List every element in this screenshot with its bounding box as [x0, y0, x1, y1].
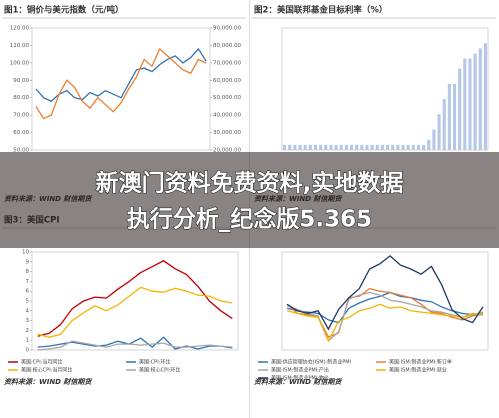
legend-label: 美国:ISM:制造业PMI:新订单: [389, 359, 452, 366]
bar: [329, 144, 333, 150]
bar: [370, 144, 374, 150]
bar: [452, 83, 457, 150]
bar: [375, 144, 379, 150]
bar: [401, 144, 405, 150]
y-tick-label: 70.00: [13, 113, 29, 119]
bar: [293, 144, 297, 150]
bar: [473, 53, 477, 150]
series-line: [37, 260, 233, 337]
y2-tick-label: 80,000.00: [213, 43, 241, 49]
y2-tick-label: 40,000.00: [213, 113, 241, 119]
bar: [422, 144, 426, 150]
y-tick-label: 3: [26, 318, 30, 324]
y-tick-label: 9: [26, 259, 30, 265]
y-tick-label: 0: [26, 348, 30, 354]
bar: [365, 144, 369, 150]
bar: [355, 144, 359, 150]
bar: [396, 144, 400, 150]
bar: [483, 43, 487, 150]
y-tick-label: 10: [22, 250, 29, 256]
plot-frame: [281, 251, 489, 351]
legend-label: 美国:ISM:制造业PMI:物价: [271, 375, 329, 382]
bar: [308, 144, 312, 150]
y-tick-label: 120.00: [10, 26, 30, 32]
bar: [283, 144, 287, 150]
chart-title: 图2：美国联邦基金目标利率（%）: [254, 5, 387, 16]
banner-text: 新澳门资料免费资料,实地数据: [96, 170, 404, 197]
y-tick-label: 8: [26, 269, 30, 275]
bar: [344, 144, 348, 150]
bar: [458, 68, 462, 150]
bar: [442, 99, 446, 150]
y-tick-label: 2: [26, 328, 30, 334]
banner-text: 执行分析_纪念版5.365: [127, 206, 372, 233]
bar: [319, 144, 323, 150]
bar: [334, 144, 338, 150]
bar: [432, 129, 436, 150]
source-note: 资料来源：WIND 财信期货: [4, 377, 93, 386]
legend-label: 美国:核心CPI:当月同比: [21, 367, 72, 374]
bar: [416, 144, 421, 150]
bar: [313, 144, 318, 150]
bar: [324, 144, 328, 150]
series-line: [35, 47, 207, 102]
y-tick-label: 50.00: [13, 148, 29, 154]
y2-tick-label: 70,000.00: [213, 60, 241, 66]
y-tick-label: 4: [26, 308, 30, 314]
y-tick-label: 110.00: [10, 43, 30, 49]
legend-label: 美国:CPI:当月同比: [21, 359, 62, 366]
legend-label: 美国:核心CPI:环比: [139, 367, 180, 374]
y2-tick-label: 50,000.00: [213, 95, 241, 101]
bar: [360, 144, 364, 150]
bar: [298, 144, 302, 150]
plot-frame: [31, 251, 239, 351]
y-tick-label: 80.00: [13, 95, 29, 101]
bar: [303, 144, 307, 150]
banner-band: [0, 152, 499, 248]
series-line: [37, 286, 233, 338]
y-tick-label: 60.00: [13, 130, 29, 136]
bar: [380, 144, 384, 150]
bar: [478, 48, 482, 151]
series-line: [37, 340, 233, 351]
y2-tick-label: 60,000.00: [213, 78, 241, 84]
bar: [437, 114, 441, 150]
y-tick-label: 6: [26, 289, 30, 295]
y-tick-label: 90.00: [13, 78, 29, 84]
legend-label: 美国:CPI:环比: [139, 359, 170, 366]
legend-label: 美国:ISM:制造业PMI:产出: [271, 367, 329, 374]
bar: [427, 139, 431, 150]
bar: [468, 58, 472, 150]
bar: [463, 58, 467, 150]
y-tick-label: 100.00: [10, 60, 30, 66]
plot-frame: [281, 27, 489, 151]
series-line: [286, 303, 483, 343]
source-note: 资料来源：WIND 财信期货: [254, 377, 343, 386]
bar: [391, 144, 395, 150]
bar: [288, 144, 292, 150]
legend-label: 美国:供应管理协会(ISM):制造业PMI: [271, 359, 351, 366]
series-line: [286, 255, 484, 331]
bar: [406, 144, 410, 150]
y2-tick-label: 30,000.00: [213, 130, 241, 136]
chart-title: 图1：铜价与美元指数（元/吨）: [4, 5, 124, 16]
series-line: [35, 47, 207, 120]
bar: [447, 83, 451, 150]
y-tick-label: 7: [26, 279, 30, 285]
plot-frame: [31, 27, 211, 151]
y-tick-label: 5: [26, 299, 30, 305]
y-tick-label: 1: [26, 338, 30, 344]
bar: [349, 144, 354, 150]
legend-label: 美国:ISM:制造业PMI:就业: [389, 367, 447, 374]
bar: [411, 144, 415, 150]
bar: [339, 144, 343, 150]
y2-tick-label: 90,000.00: [213, 26, 241, 32]
y2-tick-label: 20,000.00: [213, 148, 241, 154]
bar: [386, 144, 390, 150]
